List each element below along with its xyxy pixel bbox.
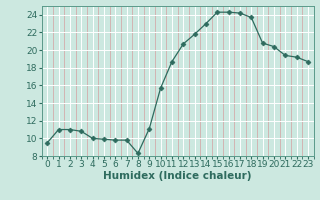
X-axis label: Humidex (Indice chaleur): Humidex (Indice chaleur) bbox=[103, 171, 252, 181]
